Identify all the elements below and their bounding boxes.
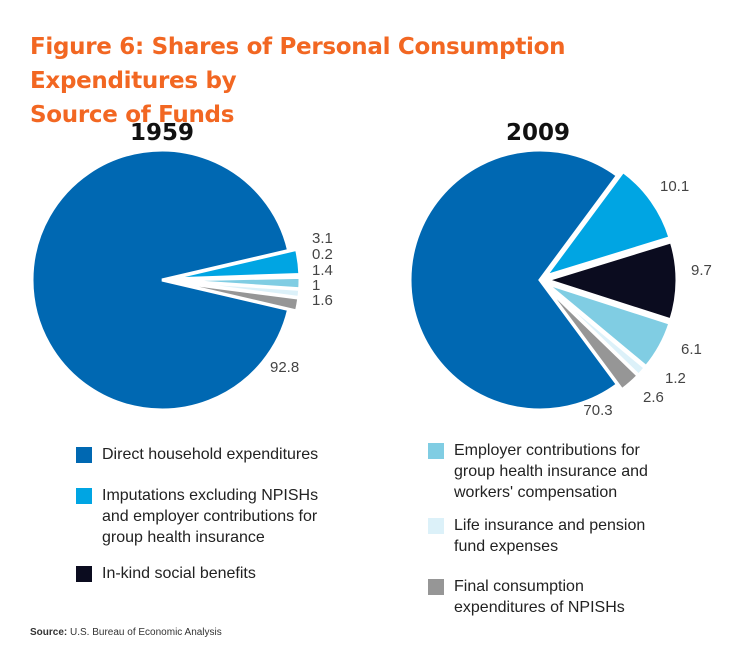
pie-1959 [30, 148, 302, 412]
source-text: U.S. Bureau of Economic Analysis [70, 627, 222, 638]
legend-swatch-imputations [76, 488, 92, 504]
pie-2009-label-npish: 2.6 [643, 389, 664, 406]
pie-1959-slice-direct [30, 148, 291, 412]
legend-label-employer: Employer contributions for group health … [454, 442, 648, 501]
pie-1959-label-inkind: 0.2 [312, 246, 333, 263]
legend-label-life: Life insurance and pension fund expenses [454, 517, 646, 555]
pie-1959-label-direct: 92.8 [270, 359, 299, 376]
pie-1959-slice-npish [169, 279, 301, 313]
pie-2009-label-inkind: 9.7 [691, 262, 712, 279]
chart-title-line-2: Source of Funds [30, 102, 235, 128]
pie-1959-label-npish: 1.6 [312, 292, 333, 309]
pie-2009-slice-direct [408, 148, 620, 412]
pie-2009-slice-imputations [541, 169, 672, 279]
pie-2009-title: 2009 [506, 120, 570, 146]
legend-swatch-inkind [76, 566, 92, 582]
legend-swatch-direct [76, 447, 92, 463]
source-label: Source: [30, 627, 68, 638]
pie-2009-label-direct: 70.3 [583, 402, 612, 419]
pie-1959-label-life: 1 [312, 277, 320, 294]
pie-2009-slice-npish [543, 284, 641, 392]
pie-1959-label-employer: 1.4 [312, 262, 333, 279]
legend-swatch-employer [428, 443, 444, 459]
legend-label-npish: Final consumption expenditures of NPISHs [454, 578, 625, 616]
pie-2009-slice-employer [545, 281, 672, 369]
source-note: Source: U.S. Bureau of Economic Analysis [30, 627, 222, 638]
pie-2009 [408, 148, 679, 412]
legend-label-direct: Direct household expenditures [102, 446, 319, 463]
pie-1959-label-imputations: 3.1 [312, 230, 333, 247]
legend-label-imputations: Imputations excluding NPISHs and employe… [102, 487, 319, 546]
chart-title: Figure 6: Shares of Personal Consumption… [30, 30, 720, 132]
pie-2009-slice-inkind [542, 239, 679, 322]
pie-2009-labels: 70.3 10.1 9.7 6.1 1.22.6 [583, 178, 711, 419]
pie-2009-label-life: 1.2 [665, 370, 686, 387]
pie-2009-label-employer: 6.1 [681, 341, 702, 358]
legend-label-inkind: In-kind social benefits [102, 565, 256, 582]
pie-1959-title: 1959 [130, 120, 194, 146]
pie-2009-label-imputations: 10.1 [660, 178, 689, 195]
pie-1959-labels: 92.8 3.10.21.411.6 [270, 230, 333, 376]
legend-swatch-life [428, 518, 444, 534]
chart-title-line-1: Figure 6: Shares of Personal Consumption… [30, 34, 566, 94]
legend-swatch-npish [428, 579, 444, 595]
